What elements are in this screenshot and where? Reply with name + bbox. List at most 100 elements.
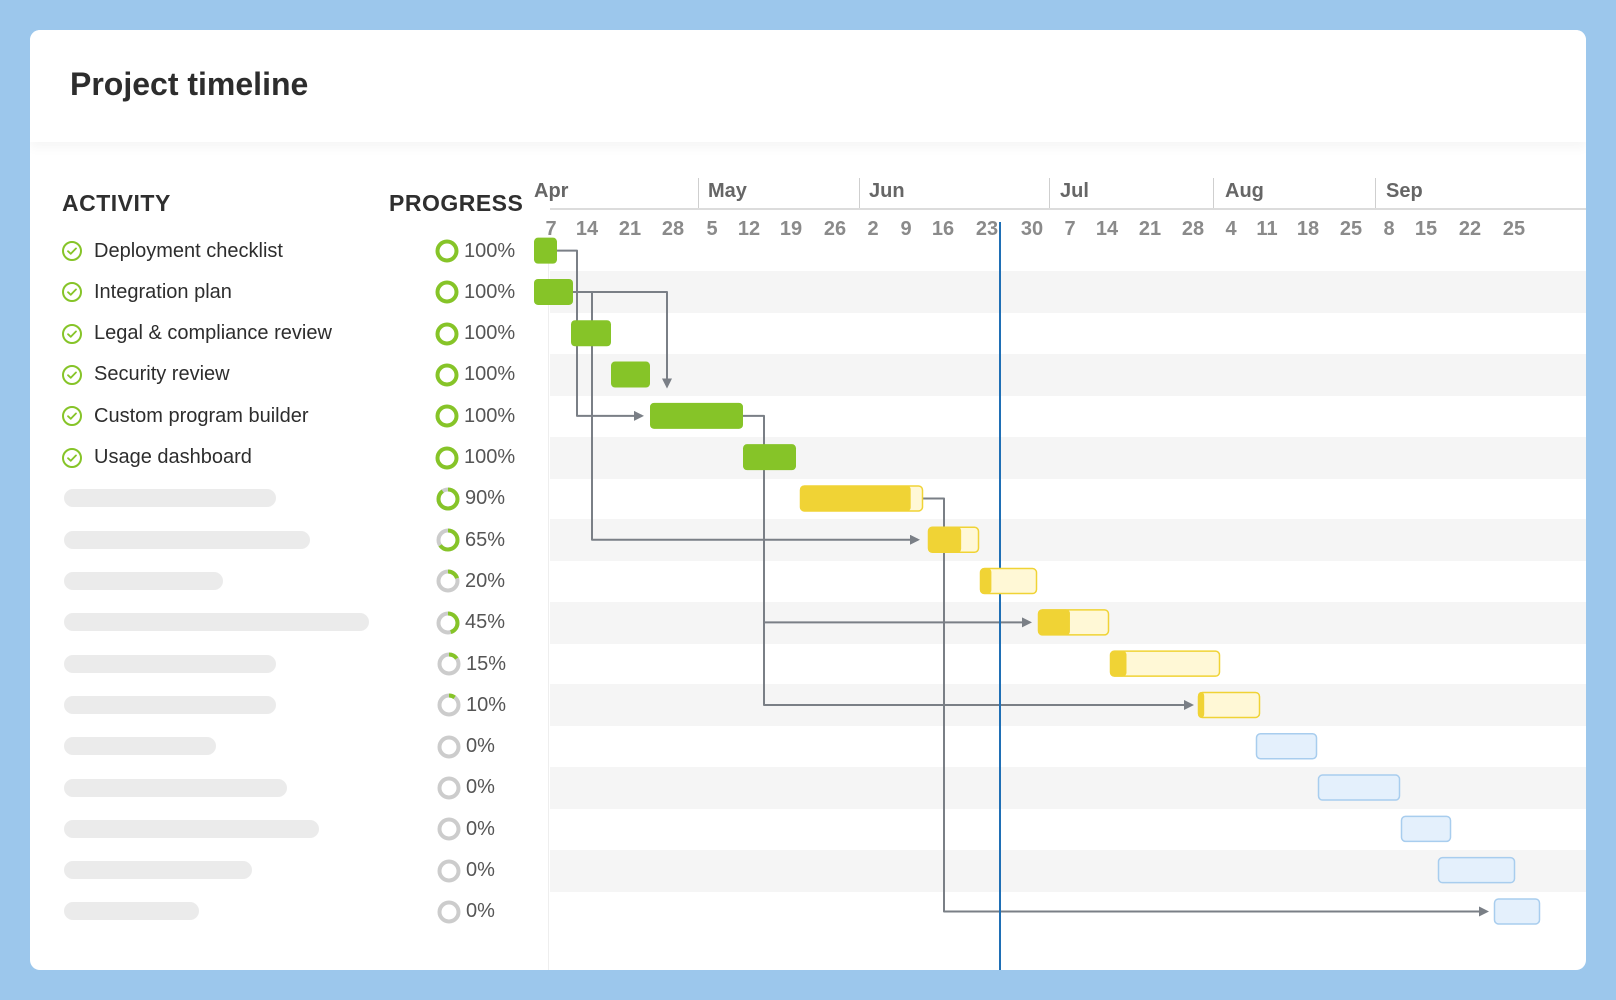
progress-indicator: 100% <box>434 354 515 396</box>
task-bar[interactable] <box>979 567 1038 595</box>
activity-label: Security review <box>94 363 230 386</box>
task-bar[interactable] <box>650 402 743 429</box>
progress-ring-icon <box>437 776 461 800</box>
progress-ring-icon <box>435 404 459 428</box>
task-bar[interactable] <box>534 237 557 264</box>
task-bar[interactable] <box>1197 691 1261 719</box>
check-circle-icon <box>62 406 82 427</box>
progress-ring-icon <box>435 239 459 263</box>
task-bar[interactable] <box>534 278 573 305</box>
project-timeline-card: Project timeline ACTIVITY PROGRESS Apr Ma… <box>30 30 1586 970</box>
progress-indicator: 20% <box>435 560 505 602</box>
progress-ring-icon <box>437 693 461 717</box>
page-title: Project timeline <box>70 66 309 102</box>
activity-row[interactable]: Security review <box>62 354 230 396</box>
dependency-arrow <box>923 497 1489 917</box>
progress-ring-icon <box>435 280 459 304</box>
progress-indicator: 0% <box>436 726 495 768</box>
activity-row[interactable]: Integration plan <box>62 271 232 313</box>
progress-indicator: 10% <box>436 684 506 726</box>
week-label: 14 <box>575 218 599 240</box>
week-label: 12 <box>737 218 761 240</box>
task-bar[interactable] <box>1255 733 1318 760</box>
task-bar[interactable] <box>1109 650 1221 677</box>
progress-ring-icon <box>436 569 460 593</box>
week-label: 26 <box>823 218 847 240</box>
activity-row[interactable]: Usage dashboard <box>62 437 252 479</box>
progress-indicator: 15% <box>436 643 506 685</box>
dependency-arrow <box>763 622 1194 710</box>
check-circle-icon <box>62 364 82 385</box>
month-label: May <box>708 180 747 202</box>
check-circle-icon <box>62 323 82 344</box>
check-circle-icon <box>62 447 82 468</box>
task-bar[interactable] <box>743 444 796 471</box>
progress-value: 15% <box>466 652 507 675</box>
activity-row[interactable]: Deployment checklist <box>62 230 283 272</box>
progress-ring-icon <box>437 735 461 759</box>
week-label: 7 <box>545 218 557 240</box>
task-bar[interactable] <box>1317 774 1401 801</box>
activity-column-header[interactable]: ACTIVITY <box>62 190 171 216</box>
activity-label: Integration plan <box>94 280 232 303</box>
task-bar[interactable] <box>571 320 611 347</box>
week-label: 2 <box>867 218 879 240</box>
task-bar[interactable] <box>1437 856 1516 884</box>
check-circle-icon <box>62 282 82 303</box>
progress-ring-icon <box>437 859 461 882</box>
progress-ring-icon <box>435 363 459 387</box>
progress-indicator: 0% <box>436 891 495 933</box>
week-label: 21 <box>618 218 642 240</box>
week-label: 5 <box>706 218 718 240</box>
progress-value: 20% <box>465 569 506 592</box>
activity-row[interactable]: Legal & compliance review <box>62 313 332 355</box>
row-background <box>550 766 1586 809</box>
progress-value: 0% <box>466 859 495 881</box>
gantt-chart <box>534 222 1541 970</box>
month-separator <box>1375 178 1376 208</box>
panel-divider <box>548 255 549 970</box>
month-separator <box>1049 178 1050 208</box>
progress-column-header[interactable]: PROGRESS <box>389 190 524 216</box>
progress-value: 65% <box>465 528 506 551</box>
progress-ring-icon <box>436 611 460 635</box>
progress-value: 0% <box>466 735 495 758</box>
month-label: Apr <box>534 180 569 202</box>
task-bar[interactable] <box>799 485 924 512</box>
progress-value: 100% <box>464 322 516 345</box>
week-label: 9 <box>900 218 912 240</box>
progress-value: 90% <box>465 487 506 510</box>
progress-value: 0% <box>466 776 495 799</box>
progress-ring-icon <box>436 487 460 511</box>
task-bar[interactable] <box>1493 898 1541 925</box>
week-label: 28 <box>1181 218 1205 240</box>
task-bar[interactable] <box>611 361 650 388</box>
month-underline <box>550 208 1586 210</box>
week-label: 15 <box>1414 218 1438 240</box>
week-label: 16 <box>931 218 955 240</box>
progress-ring-icon <box>435 446 459 469</box>
task-bar[interactable] <box>1400 815 1452 843</box>
activity-placeholder <box>64 530 310 549</box>
week-label: 4 <box>1225 218 1237 240</box>
dependency-arrow <box>743 414 1032 628</box>
progress-indicator: 100% <box>434 271 515 313</box>
week-label: 22 <box>1458 218 1482 240</box>
progress-value: 100% <box>464 280 516 303</box>
activity-placeholder <box>64 737 216 756</box>
task-bar[interactable] <box>927 526 980 553</box>
activity-placeholder <box>64 902 199 921</box>
dependency-arrow <box>573 290 672 389</box>
progress-indicator: 100% <box>434 437 515 479</box>
activity-row[interactable]: Custom program builder <box>62 395 309 437</box>
week-label: 30 <box>1020 218 1044 240</box>
week-label: 11 <box>1256 218 1278 240</box>
progress-ring-icon <box>436 528 460 552</box>
progress-indicator: 0% <box>436 767 495 809</box>
task-bar[interactable] <box>1037 609 1110 636</box>
progress-value: 45% <box>465 611 506 634</box>
activity-placeholder <box>64 654 276 673</box>
activity-label: Deployment checklist <box>94 239 283 262</box>
month-label: Aug <box>1225 180 1264 202</box>
progress-indicator: 100% <box>434 230 515 272</box>
